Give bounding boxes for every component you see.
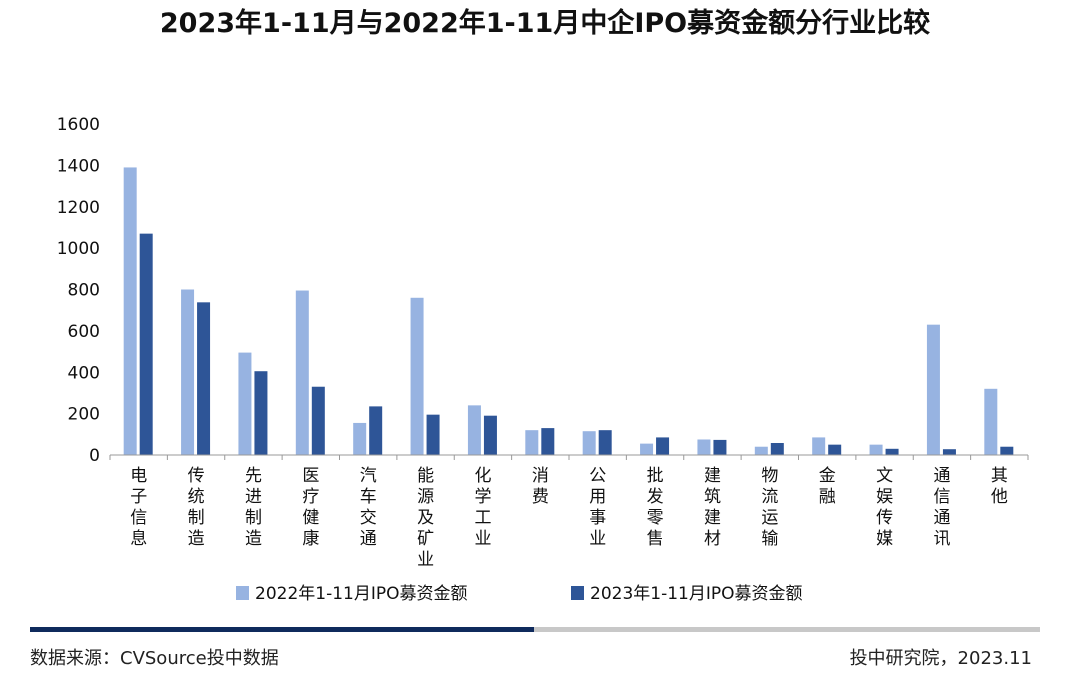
category-label: 通信通讯 <box>933 466 950 549</box>
bar-2023 <box>885 448 899 455</box>
category-label: 其他 <box>991 466 1008 507</box>
bar-2023 <box>369 406 383 455</box>
y-axis: 0 200 400 600 800 1000 1200 1400 1600 <box>57 115 100 466</box>
legend-swatch-2023 <box>571 586 584 600</box>
y-tick-label: 600 <box>68 322 100 342</box>
category-label: 汽车交通 <box>360 466 377 549</box>
bar-2023 <box>598 430 612 455</box>
y-tick-label: 800 <box>68 281 100 301</box>
category-label: 批发零售 <box>647 466 664 549</box>
footer-source: 数据来源：CVSource投中数据 <box>30 648 279 669</box>
y-tick-label: 400 <box>68 363 100 383</box>
bar-2023 <box>942 449 956 455</box>
bar-2023 <box>828 444 842 455</box>
bar-2022 <box>984 388 998 455</box>
category-label: 能源及矿业 <box>417 466 434 570</box>
footer-bar-dark <box>30 627 534 632</box>
bar-2022 <box>410 297 424 455</box>
bar-2023 <box>139 233 153 455</box>
bar-2023 <box>713 439 727 455</box>
bar-2023 <box>656 437 670 455</box>
bar-2022 <box>869 444 883 455</box>
bar-2022 <box>754 446 768 455</box>
bar-2022 <box>812 437 826 455</box>
bar-2022 <box>697 439 711 455</box>
category-label: 建筑建材 <box>704 466 721 549</box>
category-label: 电子信息 <box>130 466 147 549</box>
bar-2023 <box>483 415 497 455</box>
y-tick-label: 1000 <box>57 239 100 259</box>
legend-label-2022: 2022年1-11月IPO募资金额 <box>255 584 468 604</box>
legend-label-2023: 2023年1-11月IPO募资金额 <box>590 584 803 604</box>
bar-2023 <box>197 302 211 455</box>
bar-2022 <box>123 167 137 455</box>
bars-group <box>123 167 1014 455</box>
y-tick-label: 200 <box>68 405 100 425</box>
bar-2022 <box>238 352 252 455</box>
category-label: 先进制造 <box>245 466 262 549</box>
bar-2022 <box>353 422 367 455</box>
y-tick-label: 0 <box>89 446 100 466</box>
x-ticks <box>109 455 1029 460</box>
bar-2023 <box>426 414 440 455</box>
y-tick-label: 1200 <box>57 198 100 218</box>
bar-2022 <box>640 443 654 455</box>
legend-swatch-2022 <box>236 586 249 600</box>
category-label: 消费 <box>532 466 549 507</box>
legend: 2022年1-11月IPO募资金额 2023年1-11月IPO募资金额 <box>236 584 803 604</box>
bar-2022 <box>582 431 596 455</box>
bar-2023 <box>541 428 555 455</box>
chart-title: 2023年1-11月与2022年1-11月中企IPO募资金额分行业比较 <box>160 7 930 39</box>
footer-bar-light <box>534 627 1040 632</box>
category-label: 传统制造 <box>188 466 205 549</box>
bar-2022 <box>525 430 539 455</box>
y-tick-label: 1400 <box>57 156 100 176</box>
category-label: 金融 <box>819 466 836 507</box>
category-labels: 电子信息 传统制造 先进制造 医疗健康 汽车交通 能源及矿业 化学工业 消费 公用事业 批发零售 建… <box>130 466 1008 570</box>
category-label: 公用事业 <box>589 466 606 549</box>
bar-2023 <box>311 386 325 455</box>
bar-2023 <box>1000 446 1014 455</box>
bar-2022 <box>467 405 481 455</box>
footer-credit: 投中研究院，2023.11 <box>850 648 1032 669</box>
bar-2022 <box>295 290 309 455</box>
category-label: 物流运输 <box>761 466 778 549</box>
y-tick-label: 1600 <box>57 115 100 135</box>
bar-2022 <box>181 289 195 455</box>
category-label: 化学工业 <box>474 466 491 549</box>
category-label: 文娱传媒 <box>876 466 893 549</box>
bar-2023 <box>770 443 784 455</box>
category-label: 医疗健康 <box>302 466 319 549</box>
bar-2022 <box>926 324 940 455</box>
bar-2023 <box>254 371 268 455</box>
